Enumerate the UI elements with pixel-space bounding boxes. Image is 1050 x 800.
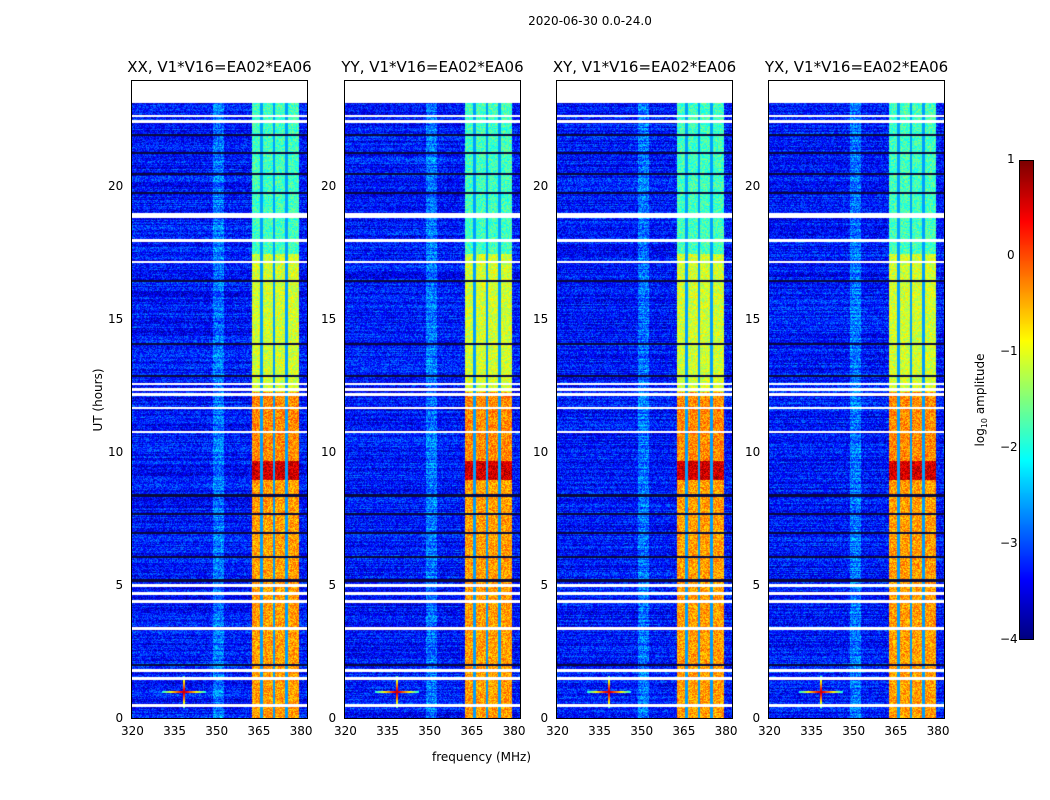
spectrogram-panel-0: [131, 80, 308, 719]
x-tick-label: 335: [376, 724, 400, 738]
x-tick-label: 350: [630, 724, 654, 738]
spectrogram-panel-1: [344, 80, 521, 719]
spectrogram-heatmap: [132, 81, 307, 718]
x-tick-label: 320: [546, 724, 569, 738]
y-tick-label: 0: [752, 711, 761, 725]
x-tick-label: 320: [121, 724, 144, 738]
y-tick-label: 10: [108, 444, 124, 459]
x-tick-label: 350: [418, 724, 442, 738]
y-tick-label: 10: [745, 444, 761, 459]
y-tick-label: 20: [321, 178, 337, 193]
y-tick-label: 5: [115, 577, 124, 592]
x-tick-label: 320: [334, 724, 357, 738]
x-tick-label: 365: [884, 724, 908, 738]
y-tick-label: 0: [328, 711, 337, 725]
x-tick-label: 380: [502, 724, 526, 738]
y-tick-label: 20: [108, 178, 124, 193]
y-axis-label: UT (hours): [91, 368, 105, 432]
x-tick-label: 350: [842, 724, 866, 738]
x-tick-label: 365: [247, 724, 271, 738]
y-tick-label: 15: [108, 311, 124, 326]
x-tick-label: 335: [588, 724, 612, 738]
x-tick-label: 365: [672, 724, 696, 738]
x-tick-label: 380: [714, 724, 738, 738]
colorbar-tick-label: 0: [1007, 248, 1015, 262]
panel-title: YY, V1*V16=EA02*EA06: [341, 58, 524, 76]
x-tick-label: 350: [205, 724, 229, 738]
y-tick-label: 15: [533, 311, 549, 326]
y-tick-label: 20: [533, 178, 549, 193]
x-tick-label: 365: [460, 724, 484, 738]
figure-title: 2020-06-30 0.0-24.0: [528, 14, 652, 28]
x-tick-label: 335: [800, 724, 824, 738]
y-tick-label: 10: [533, 444, 549, 459]
colorbar-tick-label: −3: [1000, 536, 1018, 550]
y-tick-label: 0: [540, 711, 549, 725]
y-tick-label: 15: [321, 311, 337, 326]
x-tick-label: 335: [163, 724, 187, 738]
y-tick-label: 15: [745, 311, 761, 326]
panel-title: XY, V1*V16=EA02*EA06: [552, 58, 737, 76]
spectrogram-heatmap: [557, 81, 732, 718]
x-tick-label: 320: [758, 724, 781, 738]
panel-title: XX, V1*V16=EA02*EA06: [127, 58, 312, 76]
colorbar: [1019, 160, 1034, 640]
x-axis-label: frequency (MHz): [432, 750, 532, 764]
y-tick-label: 0: [115, 711, 124, 725]
colorbar-tick-label: −4: [1000, 632, 1018, 646]
colorbar-tick-label: 1: [1007, 152, 1015, 166]
y-tick-label: 5: [752, 577, 761, 592]
spectrogram-panel-3: [768, 80, 945, 719]
y-tick-label: 5: [328, 577, 337, 592]
spectrogram-heatmap: [769, 81, 944, 718]
colorbar-tick-label: −1: [1000, 344, 1018, 358]
y-tick-label: 20: [745, 178, 761, 193]
y-tick-label: 5: [540, 577, 549, 592]
spectrogram-heatmap: [345, 81, 520, 718]
x-tick-label: 380: [289, 724, 313, 738]
spectrogram-panel-2: [556, 80, 733, 719]
panel-title: YX, V1*V16=EA02*EA06: [764, 58, 949, 76]
y-tick-label: 10: [321, 444, 337, 459]
colorbar-tick-label: −2: [1000, 440, 1018, 454]
x-tick-label: 380: [926, 724, 950, 738]
colorbar-label: log10 amplitude: [972, 353, 990, 447]
